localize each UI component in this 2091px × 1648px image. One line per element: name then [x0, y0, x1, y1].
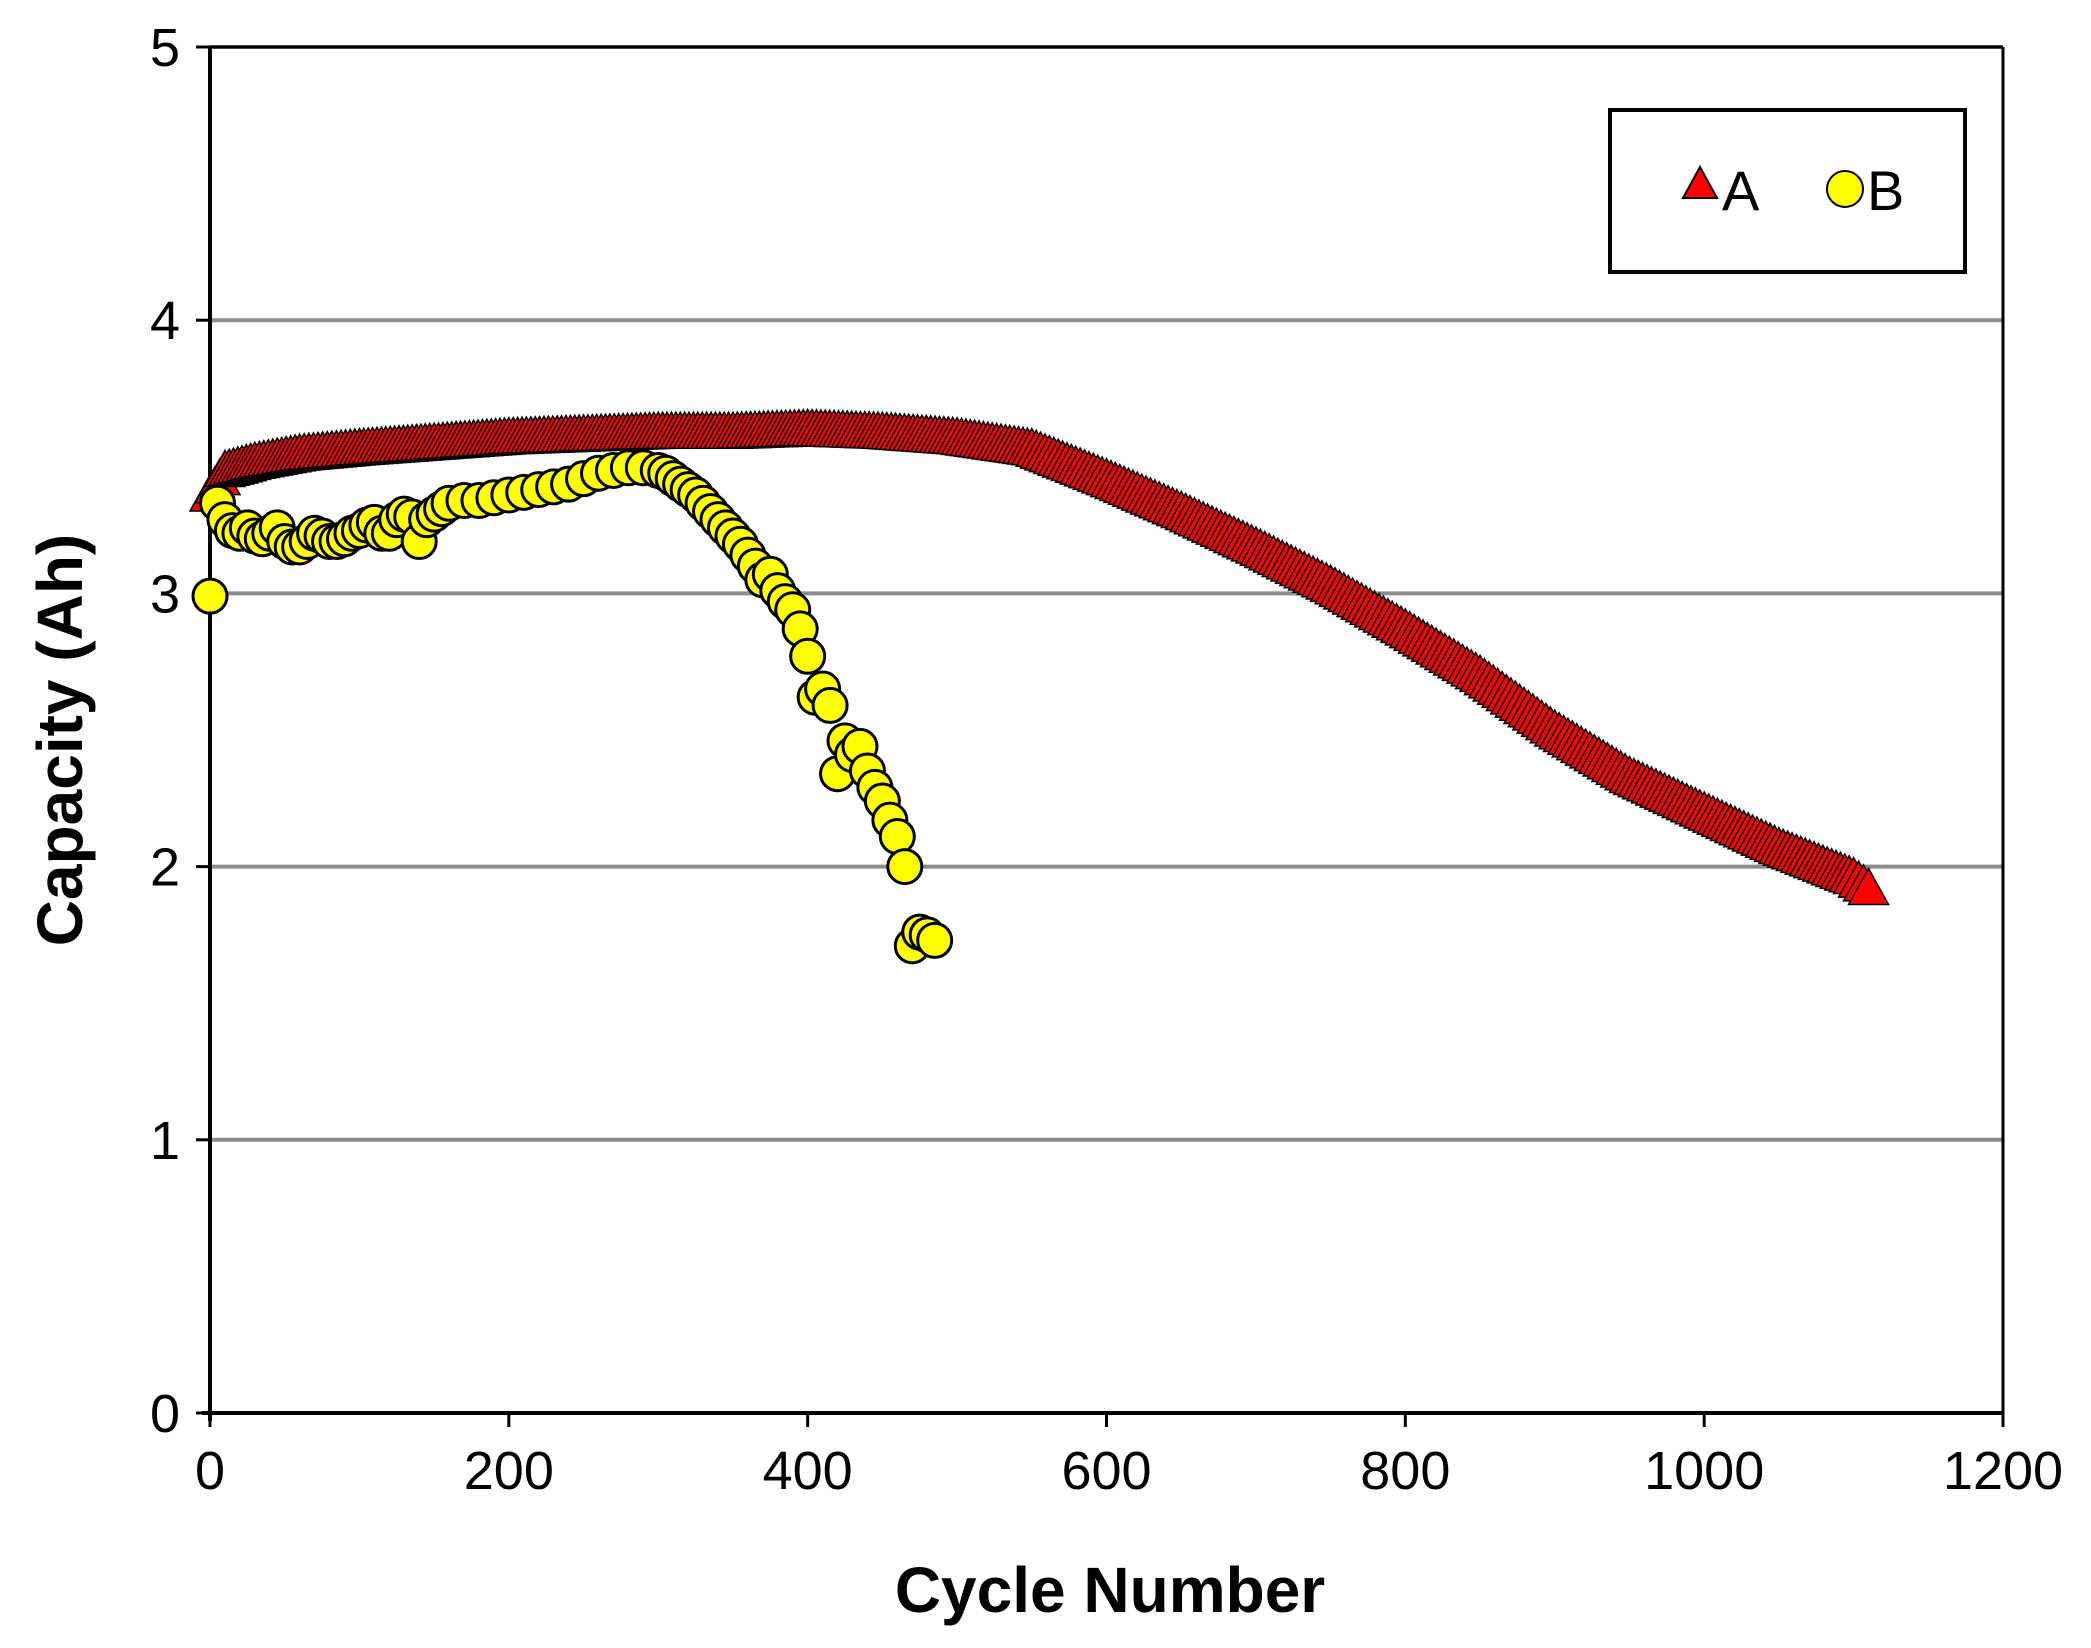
y-tick-label-3: 3 — [150, 564, 180, 624]
y-tick-label-5: 5 — [150, 18, 180, 78]
y-tick-label-1: 1 — [150, 1111, 180, 1171]
legend-b-circle-icon — [1826, 170, 1864, 208]
y-tick-label-0: 0 — [150, 1384, 180, 1444]
y-tick-label-4: 4 — [150, 291, 180, 351]
legend: A B — [1608, 108, 1967, 274]
series-a-point-376 — [1847, 866, 1890, 906]
series-b-point-69 — [811, 686, 849, 724]
tick-labels: 0 1 2 3 4 5 0 200 400 600 800 1000 1200 — [150, 18, 2063, 1501]
x-tick-label-800: 800 — [1360, 1441, 1450, 1501]
legend-a-label: A — [1722, 159, 1760, 222]
x-axis-title: Cycle Number — [895, 1554, 1325, 1626]
series-b-point-66 — [789, 637, 827, 675]
x-tick-label-200: 200 — [464, 1441, 554, 1501]
y-tick-label-2: 2 — [150, 838, 180, 898]
y-axis-title: Capacity (Ah) — [24, 534, 96, 947]
series-b-point-83 — [916, 921, 954, 959]
series-b-point-79 — [886, 848, 924, 886]
series-b-markers — [191, 449, 954, 965]
legend-a-triangle-icon — [1681, 164, 1719, 199]
series-b-point-0 — [191, 577, 229, 615]
x-tick-label-600: 600 — [1061, 1441, 1151, 1501]
x-tick-label-400: 400 — [763, 1441, 853, 1501]
legend-b-label: B — [1867, 159, 1904, 222]
x-tick-label-0: 0 — [195, 1441, 225, 1501]
series-b-point-78 — [878, 818, 916, 856]
x-tick-label-1000: 1000 — [1644, 1441, 1764, 1501]
legend-box — [1608, 108, 1967, 274]
series-a-markers — [188, 407, 1890, 906]
x-tick-label-1200: 1200 — [1943, 1441, 2063, 1501]
